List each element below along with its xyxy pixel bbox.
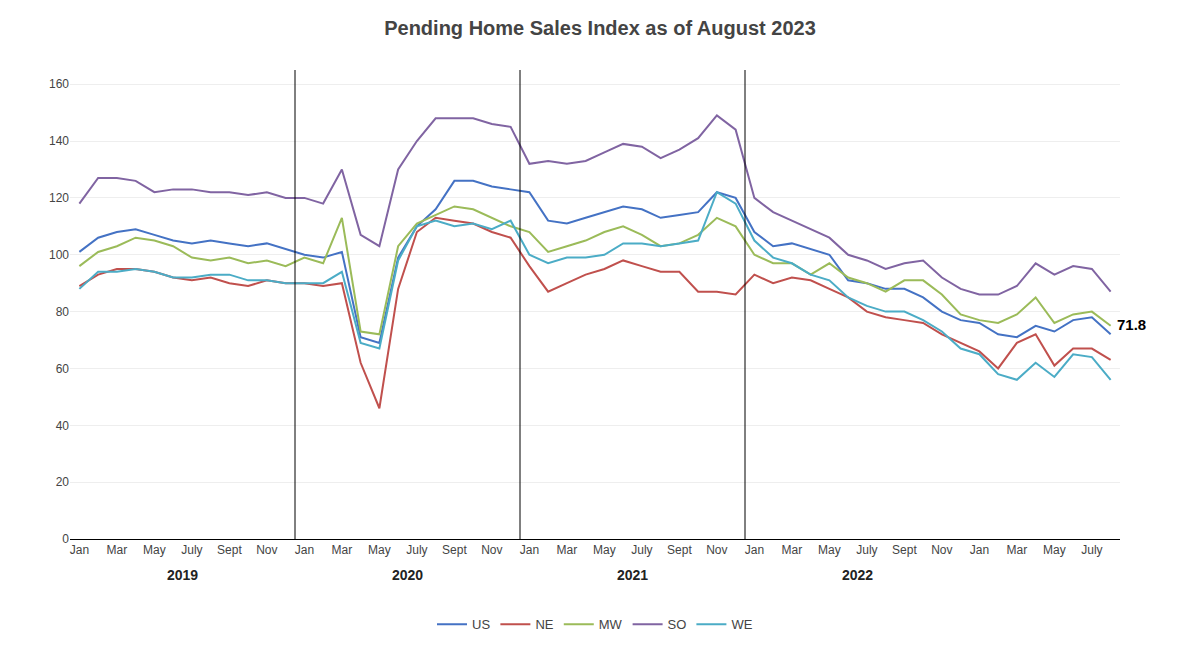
svg-text:May: May [143,543,166,557]
svg-text:Sept: Sept [442,543,467,557]
svg-text:140: 140 [49,134,69,148]
svg-text:Sept: Sept [217,543,242,557]
svg-text:100: 100 [49,248,69,262]
svg-text:2020: 2020 [392,567,423,583]
svg-text:SO: SO [668,617,687,632]
svg-text:May: May [593,543,616,557]
svg-text:Sept: Sept [667,543,692,557]
svg-text:0: 0 [62,532,69,546]
svg-text:Jan: Jan [970,543,989,557]
svg-text:US: US [472,617,490,632]
svg-text:120: 120 [49,191,69,205]
svg-text:July: July [856,543,877,557]
svg-text:71.8: 71.8 [1117,316,1146,333]
svg-text:2021: 2021 [617,567,648,583]
svg-text:2022: 2022 [842,567,873,583]
svg-text:Sept: Sept [892,543,917,557]
svg-text:WE: WE [731,617,752,632]
svg-text:2019: 2019 [167,567,198,583]
svg-text:20: 20 [56,475,70,489]
svg-text:Jan: Jan [520,543,539,557]
svg-text:40: 40 [56,419,70,433]
svg-text:NE: NE [535,617,553,632]
svg-text:Jan: Jan [295,543,314,557]
svg-text:Nov: Nov [706,543,727,557]
svg-text:Nov: Nov [256,543,277,557]
svg-text:80: 80 [56,305,70,319]
svg-text:Mar: Mar [107,543,128,557]
svg-text:May: May [368,543,391,557]
svg-text:Mar: Mar [332,543,353,557]
svg-text:July: July [631,543,652,557]
svg-text:MW: MW [599,617,623,632]
svg-text:Nov: Nov [931,543,952,557]
svg-text:60: 60 [56,362,70,376]
svg-text:Mar: Mar [782,543,803,557]
svg-text:May: May [818,543,841,557]
svg-text:Mar: Mar [1007,543,1028,557]
svg-text:Jan: Jan [745,543,764,557]
svg-text:Nov: Nov [481,543,502,557]
svg-text:Pending Home Sales Index as of: Pending Home Sales Index as of August 20… [384,17,816,39]
svg-text:July: July [181,543,202,557]
svg-text:July: July [406,543,427,557]
svg-text:July: July [1081,543,1102,557]
svg-text:May: May [1043,543,1066,557]
svg-text:Jan: Jan [70,543,89,557]
svg-text:160: 160 [49,77,69,91]
svg-text:Mar: Mar [557,543,578,557]
